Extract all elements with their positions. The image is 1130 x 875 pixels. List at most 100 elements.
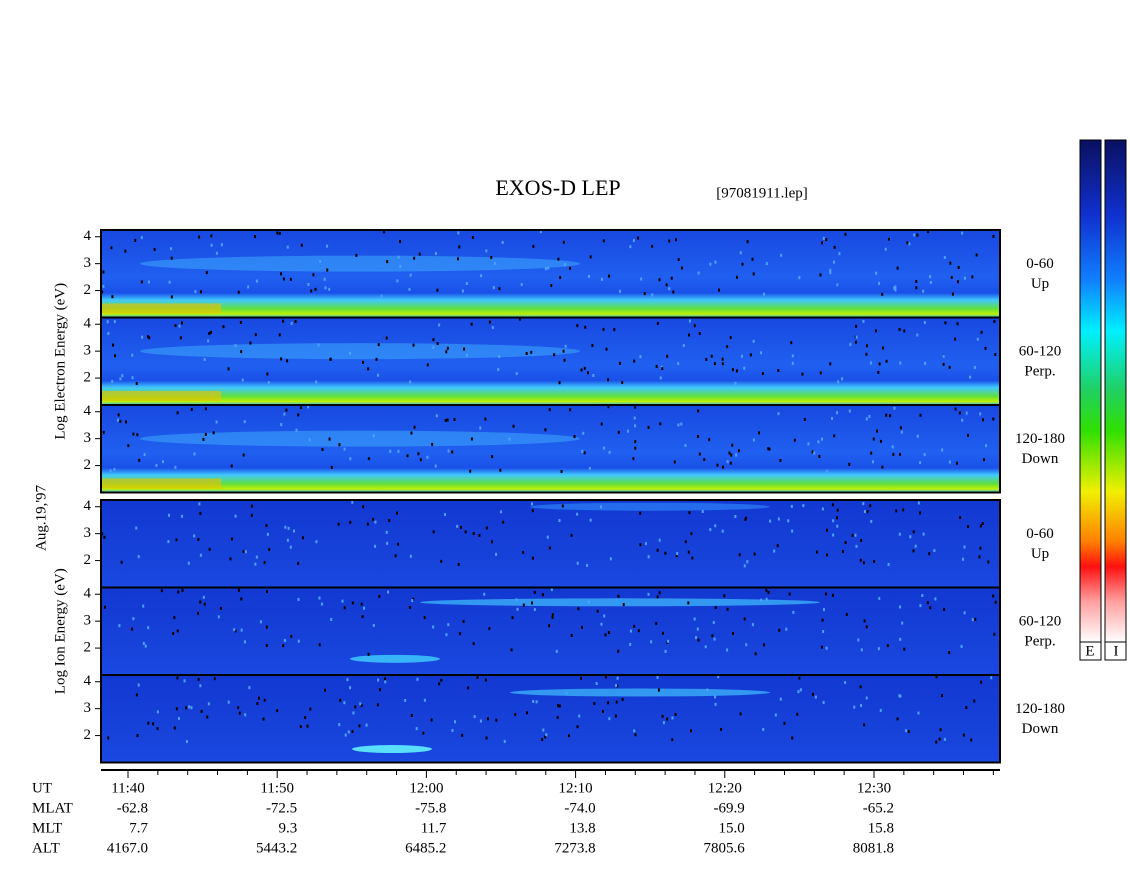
noise — [238, 711, 241, 715]
noise — [533, 608, 536, 612]
noise — [674, 712, 677, 716]
noise — [717, 675, 720, 679]
noise — [222, 325, 225, 329]
noise — [326, 244, 329, 248]
noise — [135, 693, 138, 697]
noise — [760, 598, 763, 602]
noise — [959, 516, 962, 520]
noise — [721, 357, 724, 361]
noise — [142, 604, 145, 608]
noise — [515, 372, 518, 376]
noise — [690, 532, 693, 536]
noise — [410, 431, 413, 435]
noise — [613, 328, 616, 332]
noise — [714, 606, 717, 610]
colorbar — [1104, 139, 1127, 643]
noise — [197, 611, 200, 615]
noise — [906, 241, 909, 245]
noise — [395, 511, 398, 515]
noise — [213, 677, 216, 681]
noise — [219, 606, 222, 610]
spectrogram-panel — [101, 317, 1000, 405]
panel-direction: Perp. — [1024, 364, 1055, 380]
noise — [367, 457, 370, 461]
noise — [584, 325, 587, 329]
noise — [659, 376, 662, 380]
noise — [929, 275, 932, 279]
noise — [199, 290, 202, 294]
noise — [558, 519, 561, 523]
noise — [377, 343, 380, 347]
noise — [639, 355, 642, 359]
panel-angle: 60-120 — [1019, 344, 1062, 360]
noise — [451, 728, 454, 732]
noise — [210, 243, 213, 247]
noise — [855, 335, 858, 339]
noise — [987, 560, 990, 564]
noise — [836, 524, 839, 528]
noise — [430, 718, 433, 722]
noise — [712, 620, 715, 624]
noise — [230, 537, 233, 541]
noise — [535, 700, 538, 704]
noise — [656, 548, 659, 552]
noise — [307, 283, 310, 287]
noise — [874, 329, 877, 333]
noise — [745, 516, 748, 520]
noise — [565, 691, 568, 695]
noise — [863, 619, 866, 623]
noise — [751, 623, 754, 627]
noise — [234, 514, 237, 518]
noise — [980, 330, 983, 334]
noise — [426, 455, 429, 459]
noise — [557, 257, 560, 261]
noise — [761, 372, 764, 376]
noise — [705, 357, 708, 361]
noise — [791, 354, 794, 358]
noise — [735, 275, 738, 279]
noise — [254, 333, 257, 337]
noise — [319, 259, 322, 263]
noise — [657, 688, 660, 692]
noise — [199, 600, 202, 604]
noise — [829, 268, 832, 272]
noise — [562, 349, 565, 353]
noise — [250, 504, 253, 508]
noise — [416, 677, 419, 681]
noise — [961, 418, 964, 422]
noise — [436, 288, 439, 292]
noise — [905, 729, 908, 733]
noise — [898, 694, 901, 698]
noise — [234, 344, 237, 348]
noise — [479, 719, 482, 723]
noise — [116, 418, 119, 422]
noise — [838, 252, 841, 256]
noise — [954, 337, 957, 341]
noise — [690, 729, 693, 733]
noise — [417, 452, 420, 456]
noise — [321, 448, 324, 452]
noise — [314, 287, 317, 291]
noise — [633, 416, 636, 420]
noise — [684, 443, 687, 447]
noise — [106, 320, 109, 324]
noise — [731, 443, 734, 447]
colorbar-label: I — [1114, 643, 1119, 659]
row-value: -72.5 — [266, 800, 297, 816]
noise — [351, 729, 354, 733]
spectral-feature — [510, 688, 770, 697]
noise — [320, 602, 323, 606]
noise — [710, 354, 713, 358]
noise — [326, 268, 329, 272]
noise — [564, 263, 567, 267]
noise — [210, 234, 213, 238]
noise — [312, 273, 315, 277]
noise — [568, 266, 571, 270]
noise — [495, 552, 498, 556]
row-value: 6485.2 — [405, 840, 446, 856]
y-tick-label: 3 — [84, 255, 92, 271]
noise — [410, 713, 413, 717]
noise — [175, 538, 178, 542]
noise — [411, 599, 414, 603]
noise — [413, 256, 416, 260]
